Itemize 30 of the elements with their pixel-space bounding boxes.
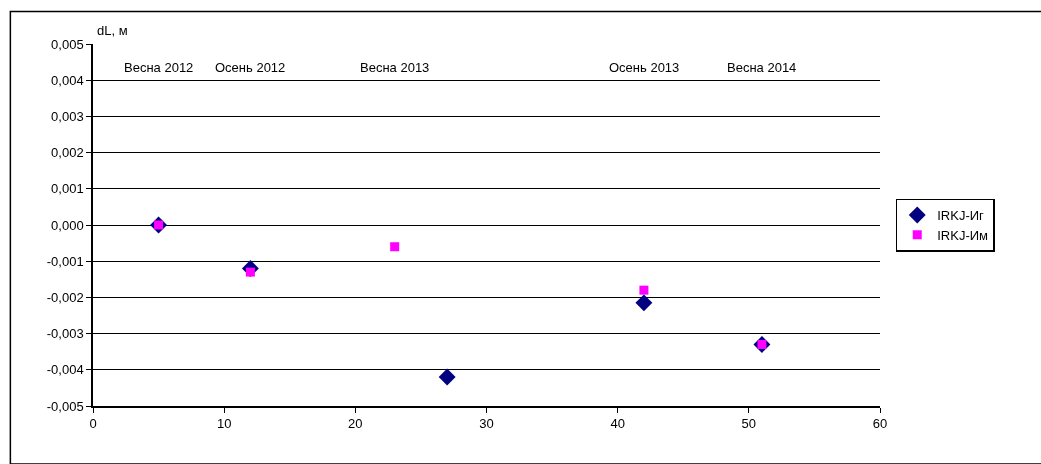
annotation: Осень 2013	[609, 60, 680, 75]
annotation: Весна 2013	[360, 60, 430, 75]
x-tick-label: 20	[348, 416, 363, 432]
point	[639, 285, 649, 295]
y-tick-label: -0,004	[46, 362, 84, 378]
legend-label: IRKJ-Иг	[937, 208, 985, 224]
y-tick-label: 0,005	[51, 36, 84, 52]
y-tick-label: -0,003	[46, 326, 84, 342]
y-tick-label: 0,001	[51, 181, 84, 197]
annotation: Весна 2012	[124, 60, 194, 75]
x-tick-label: 10	[216, 416, 232, 432]
x-tick-label: 0	[89, 416, 97, 432]
x-tick-label: 40	[610, 416, 625, 432]
annotation: Осень 2012	[215, 60, 286, 75]
y-tick-label: 0,002	[51, 145, 84, 161]
y-tick-label: -0,005	[46, 398, 84, 414]
y-tick-label: 0,003	[51, 108, 84, 124]
x-tick-label: 60	[872, 416, 888, 432]
y-tick-label: 0,004	[51, 72, 84, 88]
y-tick-label: 0,000	[51, 217, 84, 233]
point	[390, 242, 400, 252]
y-axis-title: dL, м	[97, 23, 128, 38]
annotation: Весна 2014	[727, 60, 797, 75]
x-tick-label: 50	[741, 416, 757, 432]
point	[635, 294, 653, 312]
legend-label: IRKJ-Им	[937, 227, 989, 243]
point	[438, 368, 456, 386]
x-tick-label: 30	[479, 416, 494, 432]
y-tick-label: -0,002	[46, 289, 84, 305]
y-tick-label: -0,001	[46, 253, 84, 269]
